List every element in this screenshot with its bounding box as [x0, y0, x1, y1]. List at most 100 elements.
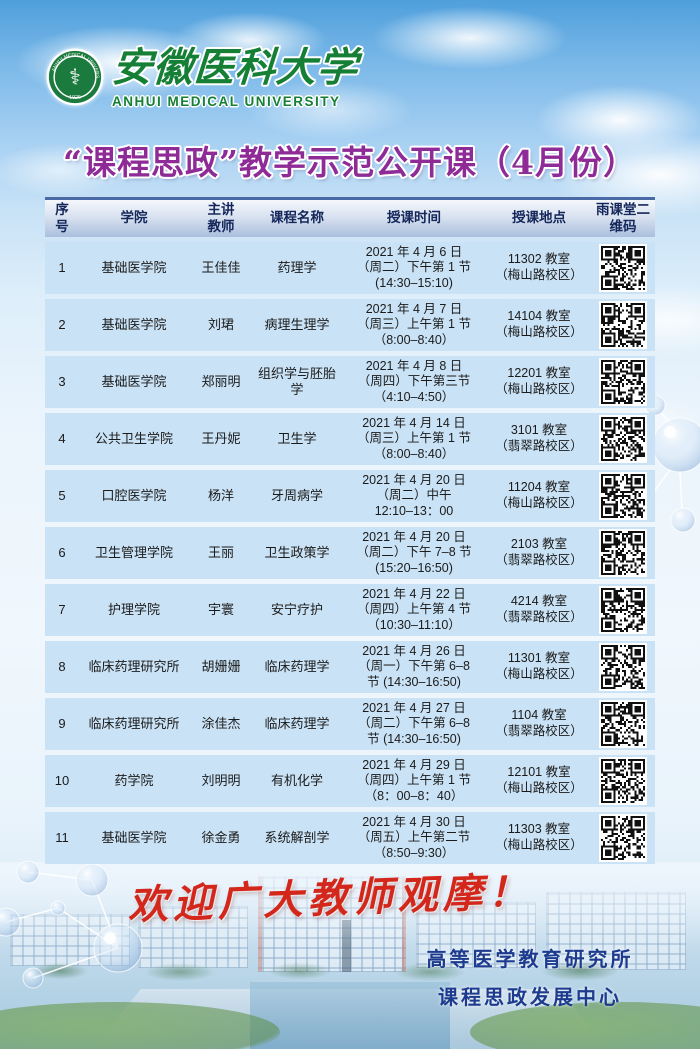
organizer-line2: 课程思政发展中心 — [438, 985, 622, 1009]
time-cell: 2021 年 4 月 20 日 （周二）中午 12:10–13：00 — [362, 472, 466, 518]
qr-code — [599, 643, 647, 691]
location-cell: 11303 教室 （梅山路校区） — [495, 822, 583, 852]
svg-text:⚕: ⚕ — [69, 66, 81, 91]
row-number-cell: 6 — [58, 544, 66, 560]
row-number-cell: 9 — [58, 715, 66, 731]
qr-code — [599, 757, 647, 805]
qr-code — [599, 586, 647, 634]
header-college: 学院 — [120, 210, 148, 226]
qr-code — [599, 415, 647, 463]
qr-code — [599, 472, 647, 520]
table-row: 3 基础医学院 郑丽明 组织学与胚胎学 2021 年 4 月 8 日 （周四）下… — [45, 356, 655, 408]
course-cell: 安宁疗护 — [270, 601, 323, 617]
row-number-cell: 4 — [58, 430, 66, 446]
teacher-cell: 宇寰 — [207, 601, 234, 617]
college-cell: 基础医学院 — [101, 373, 167, 389]
location-cell: 11302 教室 （梅山路校区） — [495, 252, 583, 282]
row-number-cell: 7 — [58, 601, 66, 617]
college-cell: 基础医学院 — [101, 259, 167, 275]
table-row: 9 临床药理研究所 涂佳杰 临床药理学 2021 年 4 月 27 日 （周二）… — [45, 698, 655, 750]
time-cell: 2021 年 4 月 8 日 （周四）下午第三节 （4:10–4:50） — [357, 358, 471, 404]
page-title: “课程思政”教学示范公开课（4月份） — [63, 143, 637, 182]
campus-photo — [0, 862, 700, 1049]
header-course: 课程名称 — [270, 210, 324, 226]
course-cell: 临床药理学 — [264, 658, 330, 674]
table-row: 1 基础医学院 王佳佳 药理学 2021 年 4 月 6 日 （周二）下午第 1… — [45, 242, 655, 294]
table-row: 5 口腔医学院 杨洋 牙周病学 2021 年 4 月 20 日 （周二）中午 1… — [45, 470, 655, 522]
time-cell: 2021 年 4 月 26 日 （周一）下午第 6–8 节 (14:30–16:… — [358, 643, 470, 689]
qr-code — [599, 529, 647, 577]
college-cell: 卫生管理学院 — [94, 544, 173, 560]
location-cell: 14104 教室 （梅山路校区） — [495, 309, 583, 339]
course-cell: 组织学与胚胎学 — [257, 365, 336, 397]
qr-code — [599, 358, 647, 406]
row-number-cell: 3 — [58, 373, 66, 389]
teacher-cell: 王佳佳 — [201, 259, 241, 275]
brand-header: ⚕ 1926 ANHUI MEDICAL UNIVERSITY 安徽医科大学 A… — [46, 44, 360, 109]
teacher-cell: 王丽 — [207, 544, 234, 560]
college-cell: 口腔医学院 — [101, 487, 167, 503]
time-cell: 2021 年 4 月 20 日 （周二）下午 7–8 节 (15:20–16:5… — [356, 529, 472, 575]
location-cell: 11204 教室 （梅山路校区） — [495, 480, 583, 510]
teacher-cell: 胡姗姗 — [201, 658, 241, 674]
course-cell: 牙周病学 — [270, 487, 323, 503]
time-cell: 2021 年 4 月 30 日 （周五）上午第二节 （8:50–9:30） — [357, 814, 471, 860]
row-number-cell: 5 — [58, 487, 66, 503]
university-seal-icon: ⚕ 1926 ANHUI MEDICAL UNIVERSITY — [46, 48, 104, 106]
time-cell: 2021 年 4 月 7 日 （周三）上午第 1 节 （8:00–8:40） — [357, 301, 471, 347]
time-cell: 2021 年 4 月 27 日 （周二）下午第 6–8 节 (14:30–16:… — [358, 700, 470, 746]
college-cell: 临床药理研究所 — [88, 715, 180, 731]
location-cell: 1104 教室 （翡翠路校区） — [495, 708, 583, 738]
location-cell: 12201 教室 （梅山路校区） — [495, 366, 583, 396]
table-row: 6 卫生管理学院 王丽 卫生政策学 2021 年 4 月 20 日 （周二）下午… — [45, 527, 655, 579]
time-cell: 2021 年 4 月 29 日 （周四）上午第 1 节 （8：00–8：40） — [357, 757, 471, 803]
qr-code — [599, 814, 647, 862]
table-row: 7 护理学院 宇寰 安宁疗护 2021 年 4 月 22 日 （周四）上午第 4… — [45, 584, 655, 636]
college-cell: 公共卫生学院 — [94, 430, 173, 446]
college-cell: 临床药理研究所 — [88, 658, 180, 674]
teacher-cell: 徐金勇 — [201, 829, 241, 845]
location-cell: 3101 教室 （翡翠路校区） — [495, 423, 583, 453]
schedule-table: 序 号 学院 主讲 教师 课程名称 授课时间 授课地点 雨课堂二维码 1 基础医… — [45, 197, 655, 864]
teacher-cell: 涂佳杰 — [201, 715, 241, 731]
university-name-cn: 安徽医科大学 — [110, 44, 360, 91]
molecule-bubbles-icon — [0, 860, 143, 989]
location-cell: 12101 教室 （梅山路校区） — [495, 765, 583, 795]
teacher-cell: 王丹妮 — [201, 430, 241, 446]
location-cell: 11301 教室 （梅山路校区） — [495, 651, 583, 681]
course-cell: 系统解剖学 — [264, 829, 330, 845]
college-cell: 基础医学院 — [101, 316, 167, 332]
header-teacher: 主讲 教师 — [207, 201, 235, 234]
header-number: 序 号 — [55, 201, 69, 234]
course-cell: 药理学 — [277, 259, 317, 275]
course-cell: 卫生政策学 — [264, 544, 330, 560]
university-name-en: ANHUI MEDICAL UNIVERSITY — [112, 94, 341, 109]
row-number-cell: 8 — [58, 658, 66, 674]
table-header-row: 序 号 学院 主讲 教师 课程名称 授课时间 授课地点 雨课堂二维码 — [45, 197, 655, 237]
time-cell: 2021 年 4 月 14 日 （周三）上午第 1 节 （8:00–8:40） — [357, 415, 471, 461]
row-number-cell: 2 — [58, 316, 66, 332]
table-row: 4 公共卫生学院 王丹妮 卫生学 2021 年 4 月 14 日 （周三）上午第… — [45, 413, 655, 465]
time-cell: 2021 年 4 月 6 日 （周二）下午第 1 节 (14:30–15:10) — [357, 244, 471, 290]
teacher-cell: 刘明明 — [201, 772, 241, 788]
qr-code — [599, 700, 647, 748]
header-qrcode: 雨课堂二维码 — [596, 201, 650, 234]
table-row: 8 临床药理研究所 胡姗姗 临床药理学 2021 年 4 月 26 日 （周一）… — [45, 641, 655, 693]
qr-code — [599, 244, 647, 292]
svg-text:1926: 1926 — [69, 95, 81, 101]
teacher-cell: 郑丽明 — [201, 373, 241, 389]
row-number-cell: 10 — [54, 772, 70, 788]
college-cell: 基础医学院 — [101, 829, 167, 845]
organizer-signature: 高等医学教育研究所 课程思政发展中心 — [400, 940, 660, 1016]
course-cell: 有机化学 — [270, 772, 323, 788]
header-time: 授课时间 — [387, 210, 441, 226]
row-number-cell: 11 — [55, 829, 69, 845]
organizer-line1: 高等医学教育研究所 — [426, 947, 634, 971]
qr-code — [599, 301, 647, 349]
course-cell: 临床药理学 — [264, 715, 330, 731]
college-cell: 药学院 — [114, 772, 154, 788]
course-cell: 病理生理学 — [264, 316, 330, 332]
college-cell: 护理学院 — [107, 601, 160, 617]
location-cell: 2103 教室 （翡翠路校区） — [495, 537, 583, 567]
